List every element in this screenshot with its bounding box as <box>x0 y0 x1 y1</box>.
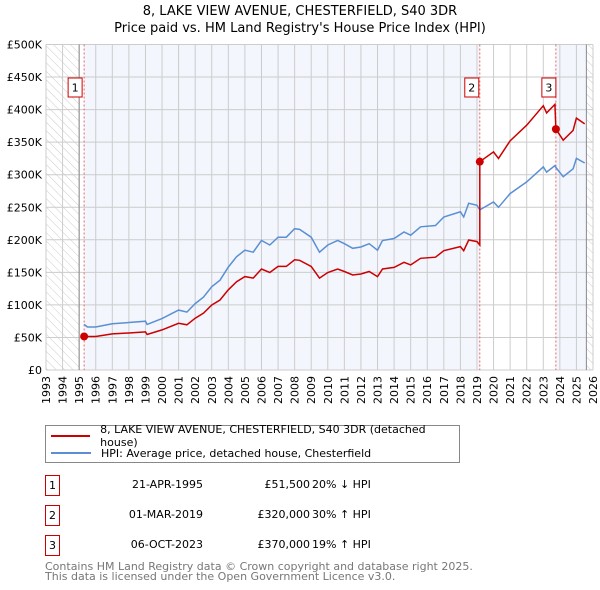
sale-hpi: 20% ↓ HPI <box>312 478 371 491</box>
footer-copyright: Contains HM Land Registry data © Crown c… <box>45 560 473 573</box>
x-tick-label: 2001 <box>173 376 186 404</box>
sale-label-box <box>541 77 557 98</box>
x-tick-label: 2014 <box>388 376 401 404</box>
sale-label-box <box>67 77 83 98</box>
legend-label: HPI: Average price, detached house, Ches… <box>101 446 372 460</box>
sale-label: 1 <box>72 82 79 95</box>
sale-badge: 3 <box>45 535 60 556</box>
sale-badge: 2 <box>45 505 60 526</box>
x-tick-label: 2008 <box>289 376 302 404</box>
x-tick-label: 2024 <box>554 376 567 404</box>
legend: 8, LAKE VIEW AVENUE, CHESTERFIELD, S40 3… <box>45 423 460 463</box>
sale-label: 3 <box>545 82 552 95</box>
x-tick-label: 2016 <box>421 376 434 404</box>
x-tick-label: 2009 <box>305 376 318 404</box>
x-tick-label: 2002 <box>189 376 202 404</box>
x-tick-label: 2022 <box>521 376 534 404</box>
y-tick-label: £250K <box>7 201 43 214</box>
x-tick-label: 1993 <box>40 376 53 404</box>
chart: 1993 1994 1995 1996 1997 1998 1999 2000 2001 2002… <box>7 39 600 405</box>
x-tick-label: 2011 <box>338 376 351 404</box>
x-tick-label: 2007 <box>272 376 285 404</box>
sale-date: 01-MAR-2019 <box>128 508 203 521</box>
x-tick-label: 2005 <box>239 376 252 404</box>
sale-badge: 1 <box>45 475 60 496</box>
legend-item-hpi: HPI: Average price, detached house, Ches… <box>51 445 371 461</box>
x-tick-label: 2013 <box>372 376 385 404</box>
sale-label-box <box>464 77 480 98</box>
y-tick-label: £200K <box>7 234 43 247</box>
blue-line-swatch <box>51 452 91 454</box>
y-tick-label: £50K <box>14 331 43 344</box>
x-tick-label: 1997 <box>106 376 119 404</box>
x-tick-label: 2000 <box>156 376 169 404</box>
sale-price: £320,000 <box>257 508 311 521</box>
x-tick-label: 1995 <box>73 376 86 404</box>
x-tick-label: 1994 <box>57 376 70 404</box>
x-tick-label: 2006 <box>255 376 268 404</box>
x-tick-label: 2020 <box>488 376 501 404</box>
legend-item-property: 8, LAKE VIEW AVENUE, CHESTERFIELD, S40 3… <box>51 423 459 449</box>
y-tick-label: £350K <box>7 136 43 149</box>
chart-title: 8, LAKE VIEW AVENUE, CHESTERFIELD, S40 3… <box>142 4 458 19</box>
x-tick-label: 2004 <box>222 376 235 404</box>
x-tick-label: 2015 <box>405 376 418 404</box>
sale-date: 21-APR-1995 <box>131 478 203 491</box>
sale-date: 06-OCT-2023 <box>130 538 203 551</box>
chart-subtitle: Price paid vs. HM Land Registry's House … <box>114 21 486 36</box>
x-tick-label: 2019 <box>471 376 484 404</box>
sale-row: 1 21-APR-1995 £51,500 20% ↓ HPI <box>45 475 445 496</box>
sale-point <box>475 157 484 166</box>
y-tick-label: £400K <box>7 104 43 117</box>
y-tick-label: £150K <box>7 266 43 279</box>
sale-label: 2 <box>468 82 475 95</box>
x-tick-label: 1999 <box>139 376 152 404</box>
x-tick-label: 2025 <box>570 376 583 404</box>
sale-hpi: 30% ↑ HPI <box>312 508 371 521</box>
x-tick-label: 2026 <box>587 376 600 404</box>
legend-label: 8, LAKE VIEW AVENUE, CHESTERFIELD, S40 3… <box>100 423 426 449</box>
y-tick-label: £450K <box>7 71 43 84</box>
x-tick-label: 2021 <box>504 376 517 404</box>
sale-price: £370,000 <box>257 538 311 551</box>
x-tick-label: 1996 <box>90 376 103 404</box>
y-tick-label: £300K <box>7 169 43 182</box>
x-tick-label: 2017 <box>438 376 451 404</box>
red-line-swatch <box>51 435 91 437</box>
sale-row: 2 01-MAR-2019 £320,000 30% ↑ HPI <box>45 505 445 526</box>
y-tick-label: £100K <box>7 299 43 312</box>
sale-hpi: 19% ↑ HPI <box>312 538 371 551</box>
footer-licence: This data is licensed under the Open Gov… <box>45 570 396 583</box>
x-tick-label: 2010 <box>322 376 335 404</box>
y-tick-label: £500K <box>7 39 43 52</box>
sale-price: £51,500 <box>264 478 311 491</box>
sale-point <box>551 125 560 134</box>
x-tick-label: 2003 <box>206 376 219 404</box>
x-tick-label: 2023 <box>537 376 550 404</box>
hpi-line <box>83 157 586 328</box>
price-paid-line <box>84 102 586 338</box>
sale-point <box>80 332 89 341</box>
y-tick-label: £0 <box>28 364 42 377</box>
x-tick-label: 2018 <box>454 376 467 404</box>
x-tick-label: 1998 <box>123 376 136 404</box>
sale-row: 3 06-OCT-2023 £370,000 19% ↑ HPI <box>45 535 445 556</box>
x-tick-label: 2012 <box>355 376 368 404</box>
